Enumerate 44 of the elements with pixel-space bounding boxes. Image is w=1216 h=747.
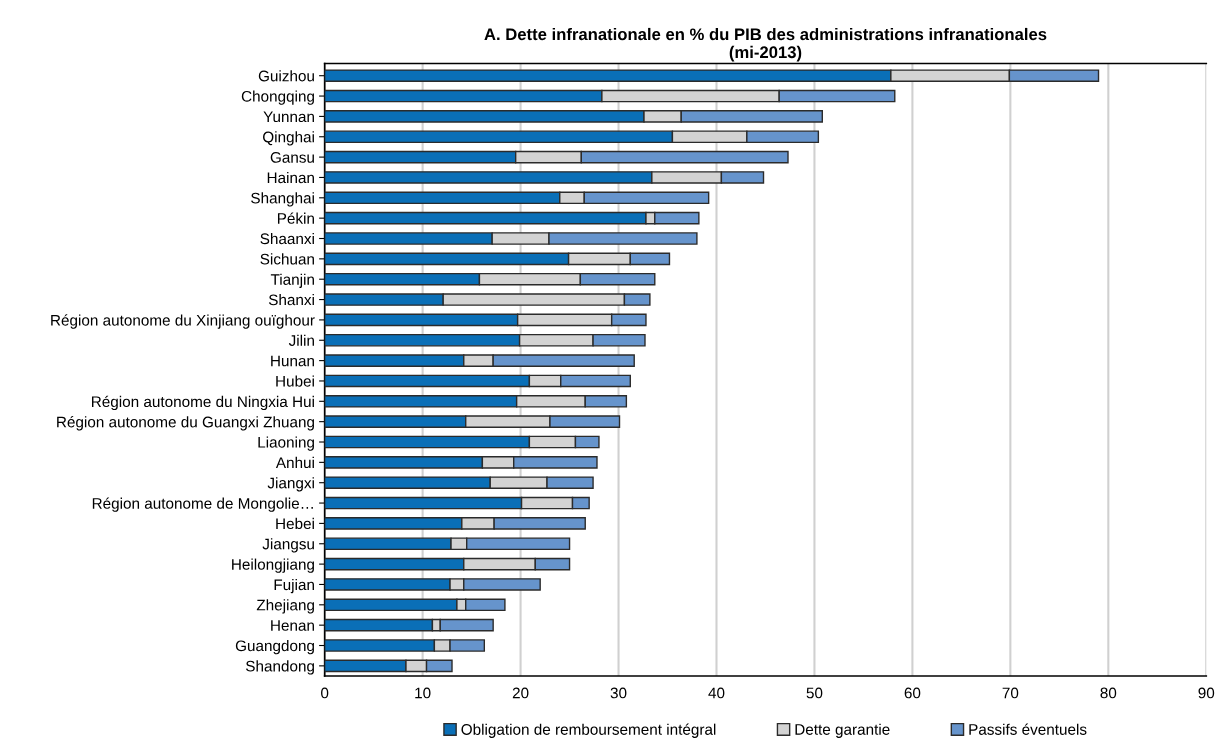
- y-tick-label: Guizhou: [258, 70, 314, 82]
- x-tick-label: 10: [415, 687, 431, 699]
- legend-label: Dette garantie: [795, 723, 890, 738]
- y-tick-label: Hebei: [276, 517, 314, 530]
- x-tick-label: 20: [512, 687, 529, 699]
- y-tick-label: Shanghai: [251, 192, 314, 207]
- y-tick-label: Région autonome du Xinjiang ouïghour: [51, 314, 315, 329]
- y-tick-label: Chongqing: [241, 90, 314, 105]
- y-tick-label: Heilongjiang: [232, 558, 314, 573]
- y-tick-label: Guangdong: [235, 639, 314, 655]
- y-tick-label: Shandong: [245, 660, 314, 675]
- legend-label: Passifs éventuels: [969, 723, 1087, 735]
- x-tick-label: 60: [904, 687, 921, 699]
- y-tick-label: Gansu: [270, 151, 314, 163]
- y-tick-label: Shaanxi: [260, 232, 314, 245]
- y-tick-label: Shanxi: [268, 294, 314, 306]
- y-tick-label: Tianjin: [270, 273, 314, 288]
- y-tick-label: Hubei: [276, 375, 314, 387]
- y-tick-label: Henan: [271, 620, 314, 631]
- y-tick-label: Sichuan: [260, 253, 314, 265]
- y-tick-label: Zhejiang: [256, 599, 314, 614]
- y-tick-label: Anhui: [275, 456, 314, 469]
- x-tick-label: 90: [1198, 687, 1215, 699]
- y-tick-label: Pékin: [277, 212, 314, 224]
- y-tick-label: Région autonome du Guangxi Zhuang: [57, 416, 314, 431]
- x-tick-label: 80: [1100, 687, 1117, 699]
- y-tick-label: Jiangsu: [262, 538, 314, 553]
- y-tick-label: Région autonome de Mongolie…: [92, 497, 313, 512]
- chart-title: A. Dette infranationale en % du PIB des administrations infranationales (mi-2013): [484, 27, 1047, 62]
- y-tick-label: Jiangxi: [267, 477, 314, 492]
- y-tick-label: Liaoning: [258, 436, 314, 451]
- y-tick-label: Fujian: [274, 578, 314, 594]
- y-tick-label: Hunan: [271, 355, 314, 367]
- y-tick-label: Yunnan: [263, 111, 314, 123]
- x-tick-label: 0: [321, 687, 329, 699]
- y-tick-label: Région autonome du Ningxia Hui: [92, 395, 314, 411]
- x-tick-label: 30: [610, 687, 627, 699]
- x-tick-label: 40: [708, 687, 725, 699]
- legend-label: Obligation de remboursement intégral: [461, 723, 716, 738]
- y-tick-label: Hainan: [267, 171, 314, 184]
- x-tick-label: 70: [1002, 687, 1019, 699]
- y-tick-label: Qinghai: [263, 131, 314, 146]
- y-tick-label: Jilin: [288, 334, 314, 346]
- x-tick-label: 50: [806, 687, 823, 699]
